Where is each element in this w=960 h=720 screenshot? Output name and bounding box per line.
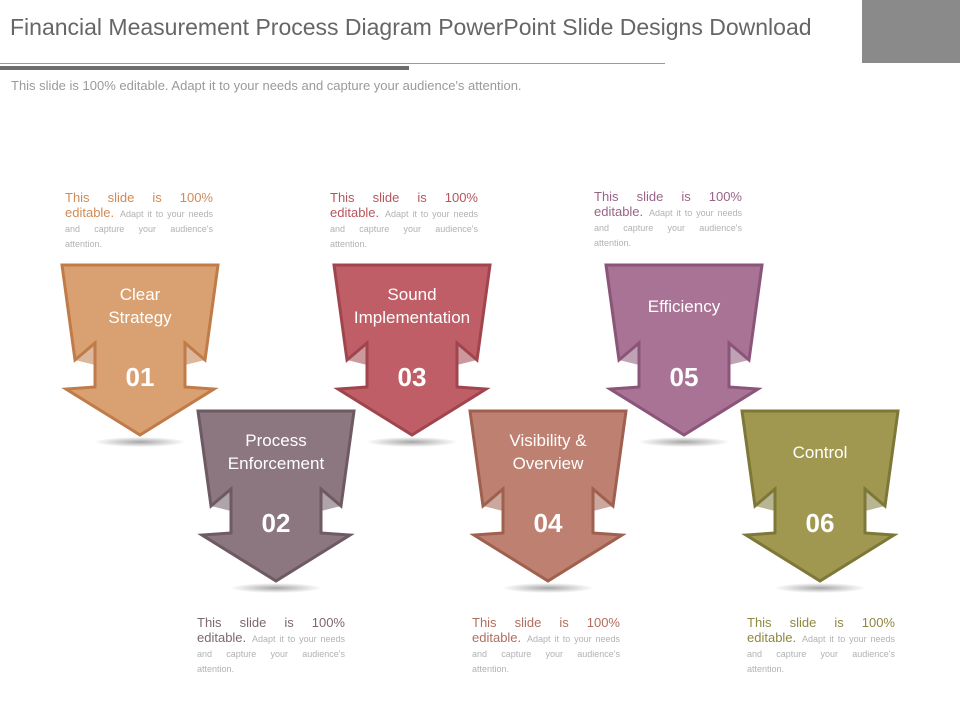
process-arrow-02: Process Enforcement 02	[196, 409, 356, 593]
arrow-label: Sound Implementation	[354, 285, 470, 327]
step-note-body: Adapt it to your needs and capture your …	[65, 209, 213, 249]
arrow-number: 04	[534, 508, 563, 538]
arrow-fold-right	[729, 343, 749, 365]
arrow-fold-left	[483, 489, 503, 511]
step-note-body: Adapt it to your needs and capture your …	[472, 634, 620, 674]
arrow-label-line: Overview	[513, 454, 585, 473]
arrow-number: 03	[398, 362, 427, 392]
arrow-label: Clear Strategy	[108, 285, 172, 327]
arrow-fold-right	[457, 343, 477, 365]
arrow-label: Process Enforcement	[228, 431, 325, 473]
arrow-number: 02	[262, 508, 291, 538]
arrow-label-line: Strategy	[108, 308, 172, 327]
step-note-02: This slide is 100% editable. Adapt it to…	[197, 615, 345, 676]
arrow-fold-left	[619, 343, 639, 365]
arrow-shadow	[94, 437, 186, 447]
step-note-03: This slide is 100% editable. Adapt it to…	[330, 190, 478, 251]
arrow-label: Efficiency	[648, 297, 721, 316]
step-note-body: Adapt it to your needs and capture your …	[330, 209, 478, 249]
corner-decoration	[862, 0, 960, 63]
arrow-label-line: Efficiency	[648, 297, 721, 316]
step-note-01: This slide is 100% editable. Adapt it to…	[65, 190, 213, 251]
arrow-fold-left	[755, 489, 775, 511]
arrow-label: Control	[793, 443, 848, 462]
title-underline-thin	[0, 63, 665, 64]
arrow-label-line: Enforcement	[228, 454, 325, 473]
step-note-lead: This slide is 100% editable.	[197, 615, 345, 645]
process-arrow-05: Efficiency 05	[604, 263, 764, 447]
arrow-label-line: Process	[245, 431, 306, 450]
arrow-label-line: Visibility &	[509, 431, 587, 450]
arrow-fold-left	[347, 343, 367, 365]
arrow-shadow	[502, 583, 594, 593]
step-note-body: Adapt it to your needs and capture your …	[197, 634, 345, 674]
step-note-body: Adapt it to your needs and capture your …	[747, 634, 895, 674]
step-note-body: Adapt it to your needs and capture your …	[594, 208, 742, 248]
process-arrow-01: Clear Strategy 01	[60, 263, 220, 447]
arrow-fold-left	[75, 343, 95, 365]
arrow-fold-right	[321, 489, 341, 511]
arrow-label-line: Implementation	[354, 308, 470, 327]
slide-subtitle: This slide is 100% editable. Adapt it to…	[11, 78, 522, 93]
arrow-label-line: Clear	[120, 285, 161, 304]
arrow-shadow	[230, 583, 322, 593]
arrow-shadow	[774, 583, 866, 593]
arrow-number: 01	[126, 362, 155, 392]
step-note-lead: This slide is 100% editable.	[330, 190, 478, 220]
arrow-fold-right	[185, 343, 205, 365]
process-arrow-06: Control 06	[740, 409, 900, 593]
arrow-shape	[740, 409, 900, 583]
arrow-label: Visibility & Overview	[509, 431, 587, 473]
slide-title: Financial Measurement Process Diagram Po…	[10, 14, 812, 40]
arrow-fold-right	[593, 489, 613, 511]
step-note-04: This slide is 100% editable. Adapt it to…	[472, 615, 620, 676]
step-note-05: This slide is 100% editable. Adapt it to…	[594, 189, 742, 250]
step-note-lead: This slide is 100% editable.	[594, 189, 742, 219]
arrow-number: 05	[670, 362, 699, 392]
arrow-shape	[604, 263, 764, 437]
process-arrow-04: Visibility & Overview 04	[468, 409, 628, 593]
step-note-lead: This slide is 100% editable.	[472, 615, 620, 645]
step-note-lead: This slide is 100% editable.	[747, 615, 895, 645]
step-note-lead: This slide is 100% editable.	[65, 190, 213, 220]
arrow-shadow	[366, 437, 458, 447]
arrow-shadow	[638, 437, 730, 447]
arrow-number: 06	[806, 508, 835, 538]
arrow-label-line: Sound	[387, 285, 436, 304]
arrow-fold-left	[211, 489, 231, 511]
arrow-label-line: Control	[793, 443, 848, 462]
step-note-06: This slide is 100% editable. Adapt it to…	[747, 615, 895, 676]
process-arrow-03: Sound Implementation 03	[332, 263, 492, 447]
arrow-fold-right	[865, 489, 885, 511]
title-underline-thick	[0, 66, 409, 70]
